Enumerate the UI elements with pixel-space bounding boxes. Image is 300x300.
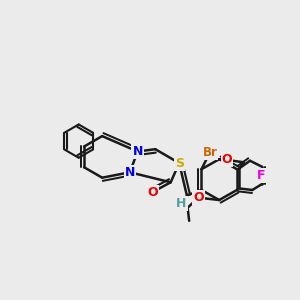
Text: N: N (125, 166, 135, 179)
Text: N: N (132, 145, 143, 158)
Text: Br: Br (202, 146, 217, 159)
Text: F: F (256, 169, 265, 182)
Text: H: H (176, 197, 187, 210)
Text: O: O (193, 191, 204, 204)
Text: O: O (222, 154, 232, 166)
Text: S: S (175, 157, 184, 169)
Text: O: O (147, 186, 158, 199)
